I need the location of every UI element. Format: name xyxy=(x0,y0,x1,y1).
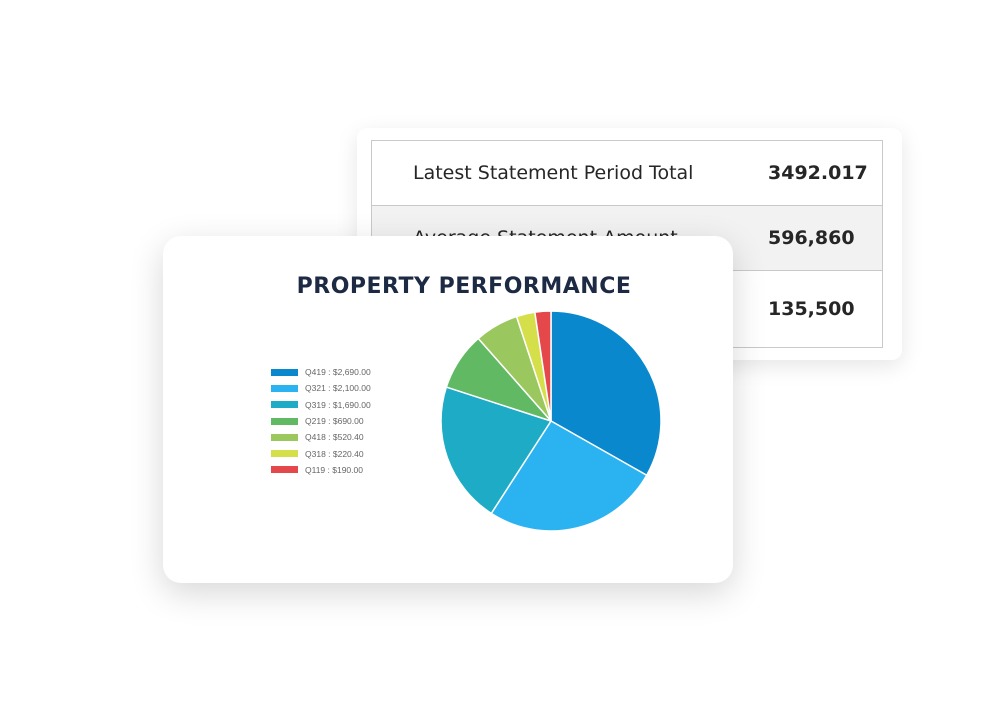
chart-legend: Q419 : $2,690.00 Q321 : $2,100.00 Q319 : $… xyxy=(271,364,371,478)
legend-label: Q418 : $520.40 xyxy=(305,432,364,443)
table-row: 135,500 xyxy=(372,271,882,347)
pie-slice-q119 xyxy=(533,310,552,422)
table-row: Latest Statement Period Total 3492.017 xyxy=(372,141,882,206)
legend-label: Q119 : $190.00 xyxy=(305,464,363,475)
legend-label: Q419 : $2,690.00 xyxy=(305,367,371,378)
row-value: 3492.017 xyxy=(768,162,868,184)
legend-item-q318: Q318 : $220.40 xyxy=(271,445,371,461)
property-performance-card: PROPERTY PERFORMANCE Q419 : $2,690.00 Q32… xyxy=(163,236,733,583)
legend-swatch xyxy=(271,450,298,458)
legend-item-q119: Q119 : $190.00 xyxy=(271,462,371,478)
legend-item-q419: Q419 : $2,690.00 xyxy=(271,364,371,380)
pie-slice-q321 xyxy=(490,419,648,532)
pie-slice-q319 xyxy=(440,386,553,515)
legend-label: Q319 : $1,690.00 xyxy=(305,399,371,410)
chart-title: PROPERTY PERFORMANCE xyxy=(296,274,632,299)
legend-item-q321: Q321 : $2,100.00 xyxy=(271,380,371,396)
legend-item-q319: Q319 : $1,690.00 xyxy=(271,397,371,413)
legend-label: Q321 : $2,100.00 xyxy=(305,383,371,394)
pie-chart xyxy=(440,310,662,532)
legend-swatch xyxy=(271,466,298,474)
legend-label: Q219 : $690.00 xyxy=(305,416,364,427)
legend-swatch xyxy=(271,417,298,425)
legend-swatch xyxy=(271,433,298,441)
row-value: 596,860 xyxy=(768,227,855,249)
pie-slice-q419 xyxy=(550,310,662,477)
legend-swatch xyxy=(271,401,298,409)
legend-item-q418: Q418 : $520.40 xyxy=(271,429,371,445)
legend-swatch xyxy=(271,384,298,392)
row-label: Latest Statement Period Total xyxy=(413,162,694,184)
legend-label: Q318 : $220.40 xyxy=(305,448,364,459)
legend-swatch xyxy=(271,368,298,376)
legend-item-q219: Q219 : $690.00 xyxy=(271,413,371,429)
row-value: 135,500 xyxy=(768,298,855,320)
